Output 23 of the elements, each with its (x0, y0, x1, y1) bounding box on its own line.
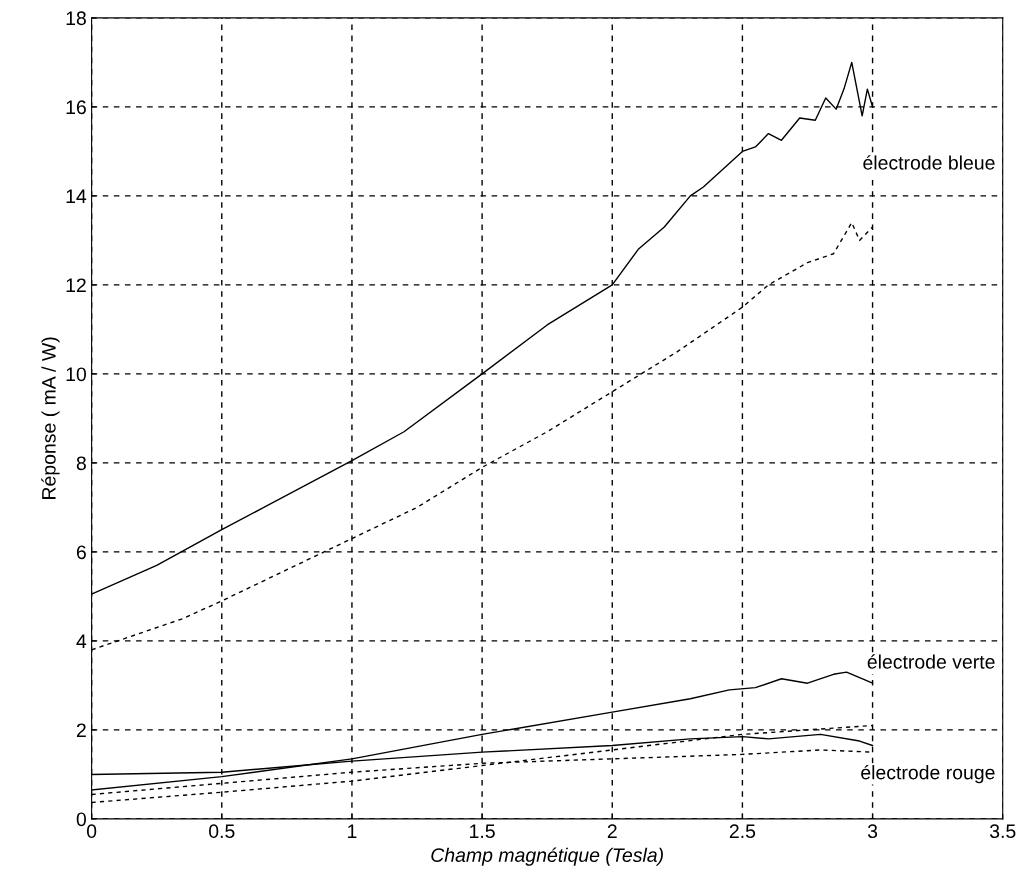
y-tick-label: 12 (66, 278, 86, 292)
x-tick-label: 2 (607, 824, 617, 838)
y-tick-label: 2 (76, 723, 86, 737)
y-axis-title: Réponse ( mA / W) (41, 337, 60, 499)
y-tick-label: 16 (66, 100, 86, 115)
x-axis-title: Champ magnétique (Tesla) (431, 847, 663, 866)
x-tick-label: 0 (86, 824, 97, 839)
annotation: électrode rouge (861, 764, 995, 784)
y-tick-label: 4 (76, 634, 87, 648)
y-tick-label: 6 (76, 545, 86, 560)
x-tick-label: 3.5 (989, 824, 1016, 839)
x-tick-label: 3 (867, 824, 878, 839)
annotation: électrode verte (867, 654, 995, 669)
y-tick-label: 8 (76, 456, 86, 471)
x-tick-label: 0.5 (209, 824, 235, 839)
annotation: électrode bleue (863, 155, 995, 170)
y-tick-label: 18 (66, 11, 86, 26)
y-tick-label: 14 (66, 189, 87, 203)
x-tick-label: 1.5 (470, 824, 495, 839)
x-tick-label: 2.5 (729, 824, 756, 839)
y-tick-label: 0 (76, 812, 86, 827)
y-tick-label: 10 (66, 367, 86, 382)
x-tick-label: 1 (348, 824, 357, 838)
